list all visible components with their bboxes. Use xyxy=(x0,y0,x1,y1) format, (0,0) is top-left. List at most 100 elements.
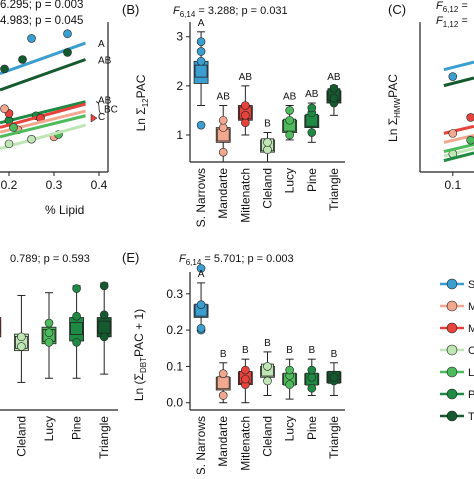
panel-c: (C) F6,12 = F1,12 = Ln ΣHMWPAC 0.1 xyxy=(386,0,474,192)
data-point xyxy=(218,391,228,400)
panel-b-letter: (B) xyxy=(122,2,139,17)
significance-letter: B xyxy=(264,119,271,130)
y-tick-label: 0.0 xyxy=(166,396,183,410)
data-point xyxy=(44,338,54,347)
significance-letter: B xyxy=(242,345,249,356)
panel-b-stat: F6,14 = 3.288; p = 0.031 xyxy=(173,5,288,19)
y-tick-label: 3 xyxy=(176,30,183,44)
regression-line xyxy=(443,124,474,135)
data-point xyxy=(329,373,339,382)
regression-line xyxy=(443,76,474,88)
significance-letter: AB xyxy=(283,92,297,103)
data-point xyxy=(17,342,26,351)
data-point xyxy=(218,115,228,125)
panel-c-ylabel-pre: Ln Σ xyxy=(386,118,400,142)
data-point xyxy=(27,34,36,43)
legend-label: L xyxy=(468,367,474,379)
category-label: Pine xyxy=(305,168,319,192)
data-point xyxy=(196,264,206,273)
panel-e-stat-rest: = 5.701; p = 0.003 xyxy=(201,253,293,265)
legend-marker xyxy=(446,410,458,422)
panel-c-ylabel-post: PAC xyxy=(386,74,400,98)
category-label: Pine xyxy=(305,416,319,440)
x-tick-label: 0.3 xyxy=(46,178,63,192)
box-mean-marker xyxy=(70,322,83,335)
line-group-label: AB xyxy=(98,95,112,106)
regression-line xyxy=(0,114,86,139)
data-point xyxy=(241,111,250,120)
category-label: Triangle xyxy=(97,416,111,459)
legend-label: S xyxy=(468,279,474,291)
regression-line xyxy=(0,41,87,75)
legend-label: M xyxy=(468,323,474,335)
panel-c-stat-1: F6,12 = xyxy=(436,0,468,14)
legend-marker xyxy=(446,278,458,290)
panel-c-stat1-sub: 6,12 xyxy=(443,5,459,14)
data-point xyxy=(99,310,109,320)
data-point xyxy=(448,72,458,81)
y-tick-label: 0.2 xyxy=(166,323,183,337)
significance-letter: B xyxy=(286,345,293,356)
category-label: Lucy xyxy=(42,416,56,441)
regression-line xyxy=(0,123,86,151)
line-group-label: A xyxy=(98,39,105,50)
data-point xyxy=(448,129,458,138)
panel-e: (E) F6,14 = 5.701; p = 0.003 Ln (ΣDBTPAC… xyxy=(122,250,345,475)
panel-c-ylabel: Ln ΣHMWPAC xyxy=(386,74,402,142)
panel-c-stat2-f: F xyxy=(436,15,444,27)
data-point xyxy=(218,147,228,157)
category-label: S. Narrows xyxy=(194,168,208,227)
legend-label: M xyxy=(468,301,474,313)
data-point xyxy=(285,130,294,140)
x-tick-label: 0.4 xyxy=(91,178,108,192)
panel-d-stat: 0.789; p = 0.593 xyxy=(10,253,90,265)
significance-letter: AB xyxy=(217,92,231,103)
line-group-label: C xyxy=(98,112,105,123)
legend-marker xyxy=(446,388,458,400)
category-label: Cleland xyxy=(261,168,275,209)
data-point xyxy=(4,139,14,149)
panel-c-stat2-rest: = xyxy=(458,15,467,27)
data-point xyxy=(44,328,54,338)
y-tick-label: 2 xyxy=(176,79,183,93)
panel-a-xlabel: % Lipid xyxy=(45,203,84,217)
significance-letter: B xyxy=(220,349,227,360)
significance-letter: A xyxy=(198,269,205,280)
regression-line xyxy=(0,58,87,92)
significance-letter: A xyxy=(198,18,205,29)
box-body xyxy=(0,317,2,338)
panel-c-stat1-rest: = xyxy=(458,0,467,12)
category-label: Mandarte xyxy=(216,168,230,219)
category-label: S. Narrows xyxy=(194,416,208,474)
data-point xyxy=(466,113,474,122)
panel-b: (B) F6,14 = 3.288; p = 0.031 Ln Σ12PAC 1… xyxy=(122,2,345,227)
data-point xyxy=(307,373,317,382)
triangle-marker xyxy=(90,113,98,123)
box-mean-marker xyxy=(194,64,208,78)
legend-marker xyxy=(446,366,458,378)
data-point xyxy=(99,332,109,342)
x-tick-label: 0.1 xyxy=(444,178,461,192)
data-point xyxy=(263,376,272,386)
group-bracket xyxy=(95,101,103,115)
category-label: Pine xyxy=(70,416,84,440)
panel-b-stat-sub: 6,14 xyxy=(180,10,196,19)
significance-letter: B xyxy=(264,338,271,349)
data-point xyxy=(18,55,27,64)
panel-c-ylabel-sub: HMW xyxy=(393,97,402,117)
data-point xyxy=(44,318,54,328)
panel-e-stat: F6,14 = 5.701; p = 0.003 xyxy=(179,253,294,267)
data-point xyxy=(72,284,81,293)
data-point xyxy=(285,106,294,115)
data-point xyxy=(27,134,36,144)
panel-e-ylabel: Ln (ΣDBTPAC + 1) xyxy=(132,309,148,401)
panel-c-letter: (C) xyxy=(388,2,406,17)
panel-a: 6.295; p = 0.003 4.983; p = 0.045 0.2 0.3… xyxy=(0,0,118,217)
panel-e-letter: (E) xyxy=(122,250,139,265)
data-point xyxy=(307,365,317,375)
panel-b-ylabel-sub: 12 xyxy=(141,98,150,107)
significance-letter: B xyxy=(331,349,338,360)
legend-label: C xyxy=(468,345,474,357)
panel-c-stat2-sub: 1,12 xyxy=(443,20,459,29)
